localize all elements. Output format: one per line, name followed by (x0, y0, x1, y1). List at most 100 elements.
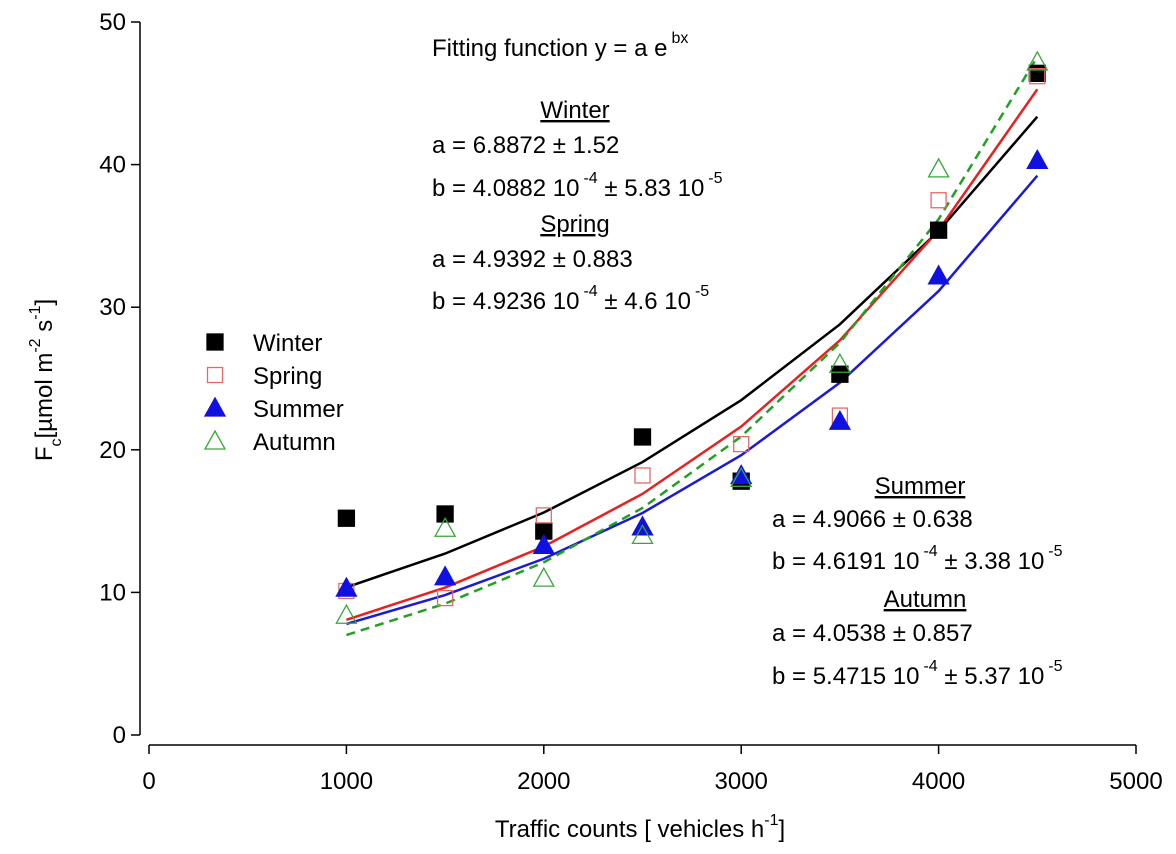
data-point (929, 221, 948, 239)
data-point (633, 428, 652, 446)
data-point (335, 603, 358, 624)
y-tick-label: 50 (99, 9, 126, 36)
annotation-part: -5 (1048, 658, 1062, 675)
annotation: b = 4.6191 10 -4 ± 3.38 10 -5 (772, 543, 1063, 575)
y-axis-label-part: s (31, 320, 58, 339)
annotation-part: Fitting function y = a e (432, 35, 667, 62)
legend-label: Summer (253, 396, 344, 423)
data-point (532, 534, 555, 554)
x-tick-label: 1000 (320, 768, 373, 795)
annotation-title: Autumn (884, 586, 967, 613)
data-point (433, 516, 457, 537)
x-axis-label: Traffic counts [ vehicles h-1] (495, 812, 785, 843)
data-point (1026, 50, 1049, 71)
annotation-part: -4 (583, 283, 597, 300)
annotation: a = 6.8872 ± 1.52 (432, 132, 619, 159)
annotation-part: -5 (695, 283, 709, 300)
y-axis-label-part: -2 (27, 338, 44, 352)
annotation-part: bx (671, 30, 688, 47)
annotation-part: -5 (708, 170, 722, 187)
legend-entry: Summer (203, 396, 344, 423)
data-point (831, 365, 849, 383)
x-tick-label: 2000 (517, 768, 570, 795)
x-axis-label-part: Traffic counts [ vehicles h (495, 816, 764, 843)
x-tick-label: 4000 (912, 768, 965, 795)
data-point (433, 565, 457, 586)
fit-curve (346, 174, 1039, 626)
annotation: b = 4.0882 10 -4 ± 5.83 10 -5 (432, 170, 723, 202)
data-point (927, 264, 950, 285)
data-point (1029, 68, 1046, 85)
annotation: b = 5.4715 10 -4 ± 5.37 10 -5 (772, 658, 1063, 690)
y-axis-label-part: c (48, 438, 65, 446)
annotation: a = 4.9392 ± 0.883 (432, 246, 633, 273)
annotation: Fitting function y = a e bx (432, 30, 688, 62)
y-axis-label-part: ] (31, 299, 58, 306)
legend-entry: Spring (206, 363, 322, 390)
y-axis-label-part: [µmol m (31, 353, 58, 439)
annotation-part: b = 4.0882 10 (432, 175, 579, 202)
legend-marker (203, 429, 227, 450)
fit-curve (345, 115, 1039, 589)
annotation-part: -4 (583, 170, 597, 187)
data-point (1028, 64, 1046, 82)
legend-entry: Winter (206, 330, 322, 357)
y-tick-label: 10 (99, 579, 126, 606)
y-tick-label: 30 (99, 294, 126, 321)
data-point (535, 507, 552, 524)
annotation: a = 4.0538 ± 0.857 (772, 620, 973, 647)
data-point (436, 589, 454, 607)
data-point (631, 524, 654, 545)
y-tick-label: 20 (99, 437, 126, 464)
legend-entry: Autumn (203, 429, 336, 456)
annotation-part: a = 4.9392 ± 0.883 (432, 246, 633, 273)
y-axis-label: Fc[µmol m-2 s-1] (27, 299, 65, 461)
x-tick-label: 0 (142, 768, 155, 795)
data-point (436, 505, 454, 523)
data-point (733, 435, 750, 453)
y-axis-label-part: F (31, 446, 58, 461)
x-axis-label-part: -1 (764, 812, 778, 829)
data-point (1026, 148, 1049, 169)
annotation-part: b = 4.6191 10 (772, 548, 919, 575)
data-point (828, 352, 852, 373)
data-point (730, 466, 753, 487)
annotation-part: b = 5.4715 10 (772, 663, 919, 690)
annotation-title: Spring (540, 211, 609, 238)
annotation-part: ± 5.83 10 (598, 175, 705, 202)
y-tick-label: 0 (113, 722, 126, 749)
legend-label: Winter (253, 330, 322, 357)
annotation-title: Winter (540, 97, 609, 124)
data-point (634, 467, 651, 484)
annotation-part: -4 (923, 543, 937, 560)
annotation-part: a = 4.9066 ± 0.638 (772, 506, 973, 533)
x-tick-label: 3000 (715, 768, 768, 795)
x-tick-label: 5000 (1109, 768, 1162, 795)
data-point (335, 576, 358, 597)
data-point (730, 464, 753, 485)
y-axis-label-part: -1 (27, 305, 44, 319)
annotation-part: -5 (1048, 543, 1062, 560)
annotation: a = 4.9066 ± 0.638 (772, 506, 973, 533)
legend-marker (206, 333, 224, 351)
legend-label: Autumn (253, 429, 336, 456)
legend-marker (206, 366, 224, 384)
y-tick-label: 40 (99, 152, 126, 179)
data-point (930, 192, 947, 209)
fit-curve (346, 88, 1039, 621)
annotation-part: ± 5.37 10 (938, 663, 1045, 690)
legend-marker (203, 396, 227, 417)
x-axis-label-part: ] (779, 816, 786, 843)
annotation-title: Summer (875, 473, 966, 500)
annotation-part: a = 4.0538 ± 0.857 (772, 620, 973, 647)
annotation-part: a = 6.8872 ± 1.52 (432, 132, 619, 159)
annotation-part: b = 4.9236 10 (432, 288, 579, 315)
legend-label: Spring (253, 363, 322, 390)
data-point (927, 157, 950, 178)
annotation-part: -4 (923, 658, 937, 675)
fit-curve (346, 56, 1039, 637)
data-point (532, 566, 555, 587)
annotation-part: ± 3.38 10 (938, 548, 1045, 575)
data-point (337, 509, 356, 527)
